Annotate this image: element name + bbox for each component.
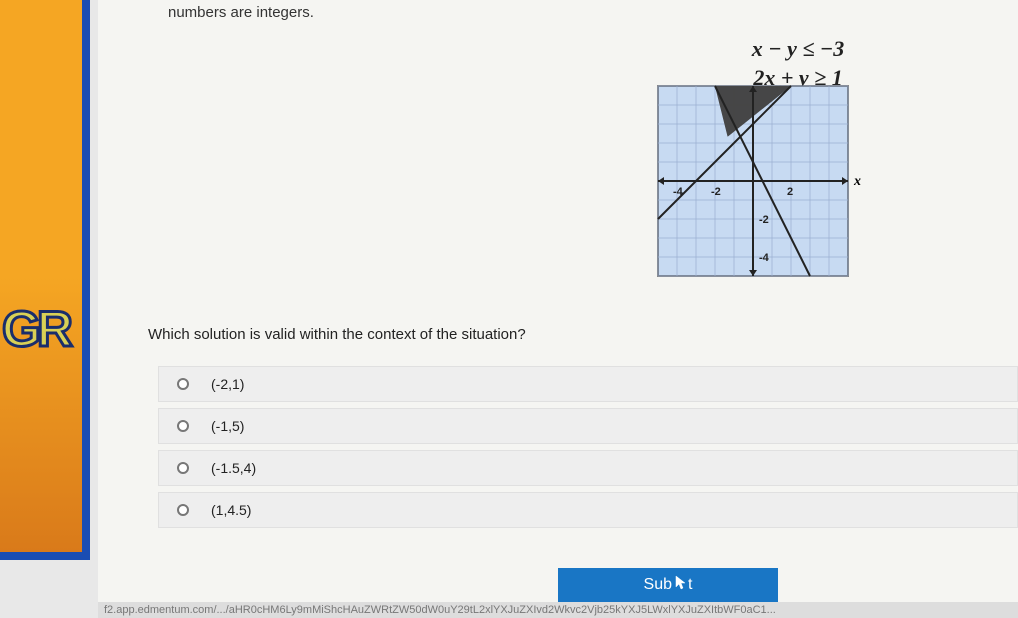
- option-label: (-2,1): [211, 376, 244, 392]
- radio-icon: [177, 420, 189, 432]
- answer-option-2[interactable]: (-1.5,4): [158, 450, 1018, 486]
- svg-text:-4: -4: [673, 186, 684, 198]
- svg-text:2: 2: [787, 186, 793, 198]
- option-label: (-1.5,4): [211, 460, 256, 476]
- submit-label-prefix: Sub: [644, 576, 672, 594]
- equation-1: x − y ≤ −3: [608, 35, 988, 64]
- svg-text:-2: -2: [711, 186, 721, 198]
- inequality-graph: y-4-22-2-4x: [638, 78, 868, 288]
- radio-icon: [177, 378, 189, 390]
- answer-option-1[interactable]: (-1,5): [158, 408, 1018, 444]
- svg-text:-2: -2: [759, 214, 769, 226]
- cursor-icon: [674, 575, 688, 596]
- product-logo: GR: [2, 300, 69, 358]
- option-label: (1,4.5): [211, 502, 251, 518]
- instruction-text: numbers are integers.: [168, 4, 988, 21]
- svg-text:-4: -4: [759, 252, 770, 264]
- answer-option-3[interactable]: (1,4.5): [158, 492, 1018, 528]
- status-url: f2.app.edmentum.com/.../aHR0cHM6Ly9mMiSh…: [98, 602, 1018, 618]
- submit-button[interactable]: Subt: [558, 568, 778, 602]
- radio-icon: [177, 462, 189, 474]
- answer-options: (-2,1) (-1,5) (-1.5,4) (1,4.5): [158, 366, 1018, 534]
- answer-option-0[interactable]: (-2,1): [158, 366, 1018, 402]
- main-content: numbers are integers. x − y ≤ −3 2x + y …: [98, 0, 1018, 618]
- radio-icon: [177, 504, 189, 516]
- question-prompt: Which solution is valid within the conte…: [148, 326, 526, 343]
- svg-text:x: x: [853, 174, 861, 189]
- sidebar-accent: GR: [0, 0, 90, 560]
- option-label: (-1,5): [211, 418, 244, 434]
- submit-label-suffix: t: [688, 576, 692, 594]
